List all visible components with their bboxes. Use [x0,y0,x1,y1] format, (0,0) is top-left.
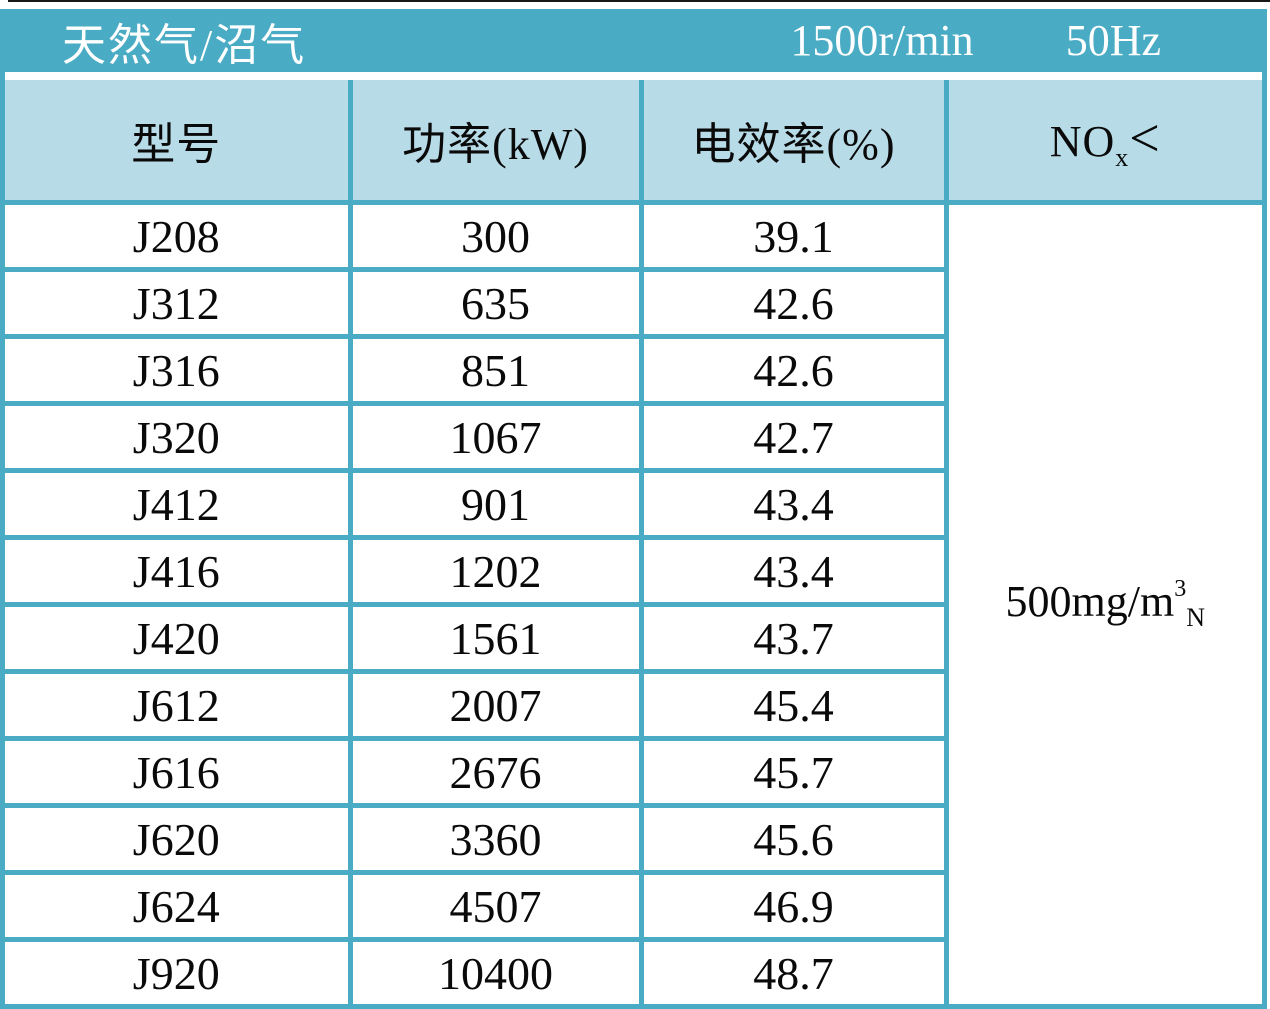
model-cell: J616 [5,738,353,808]
model-cell: J320 [5,403,353,473]
engine-speed: 1500r/min [790,16,974,65]
efficiency-cell: 43.4 [641,470,949,540]
table-row: J624 4507 46.9 [5,872,1262,942]
frequency: 50Hz [1065,16,1161,65]
power-cell: 10400 [350,939,644,1004]
spec-table: 型号 功率(kW) 电效率(%) NOx< J208 300 39.1 500m… [5,80,1262,1004]
efficiency-cell: 45.7 [641,738,949,808]
efficiency-cell: 39.1 [641,202,949,272]
model-cell: J312 [5,269,353,339]
model-cell: J412 [5,470,353,540]
header-row: 型号 功率(kW) 电效率(%) NOx< [5,80,1262,205]
header-efficiency: 电效率(%) [641,80,949,205]
table-row: J316 851 42.6 [5,336,1262,406]
nox-limit-cell: 500mg/m3N [946,202,1262,1004]
title-bar: 天然气/沼气 1500r/min 50Hz [0,9,1267,72]
nox-subscript: x [1115,142,1130,172]
efficiency-cell: 43.7 [641,604,949,674]
model-cell: J620 [5,805,353,875]
less-than-symbol: < [1129,108,1161,169]
top-rule [8,0,1270,2]
model-cell: J612 [5,671,353,741]
table-row: J320 1067 42.7 [5,403,1262,473]
model-cell: J420 [5,604,353,674]
efficiency-cell: 42.6 [641,336,949,406]
model-cell: J920 [5,939,353,1004]
efficiency-cell: 42.6 [641,269,949,339]
nox-limit-subscript: N [1186,602,1205,632]
table-row: J420 1561 43.7 [5,604,1262,674]
header-power: 功率(kW) [350,80,644,205]
table-row: J208 300 39.1 500mg/m3N [5,202,1262,1004]
nox-limit-value: 500mg/m [1005,577,1175,627]
efficiency-cell: 45.4 [641,671,949,741]
model-cell: J624 [5,872,353,942]
table-row: J616 2676 45.7 [5,738,1262,808]
header-nox: NOx< [946,80,1262,205]
table-row: J312 635 42.6 [5,269,1262,339]
power-cell: 635 [350,269,644,339]
model-cell: J208 [5,202,353,272]
table-row: J620 3360 45.6 [5,805,1262,875]
power-cell: 901 [350,470,644,540]
spec-table-frame: 型号 功率(kW) 电效率(%) NOx< J208 300 39.1 500m… [0,72,1267,1009]
power-cell: 851 [350,336,644,406]
header-model: 型号 [5,80,353,205]
table-row: J612 2007 45.4 [5,671,1262,741]
efficiency-cell: 42.7 [641,403,949,473]
nox-limit-superscript: 3 [1174,576,1187,603]
power-cell: 1561 [350,604,644,674]
header-gap [5,72,1262,80]
power-cell: 4507 [350,872,644,942]
model-cell: J316 [5,336,353,406]
power-cell: 2676 [350,738,644,808]
efficiency-cell: 45.6 [641,805,949,875]
power-cell: 300 [350,202,644,272]
power-cell: 2007 [350,671,644,741]
power-cell: 3360 [350,805,644,875]
power-cell: 1202 [350,537,644,607]
nox-base: NO [1049,117,1116,167]
efficiency-cell: 46.9 [641,872,949,942]
power-cell: 1067 [350,403,644,473]
table-row: J416 1202 43.4 [5,537,1262,607]
efficiency-cell: 48.7 [641,939,949,1004]
table-row: J412 901 43.4 [5,470,1262,540]
model-cell: J416 [5,537,353,607]
efficiency-cell: 43.4 [641,537,949,607]
fuel-type-title: 天然气/沼气 [62,20,307,70]
